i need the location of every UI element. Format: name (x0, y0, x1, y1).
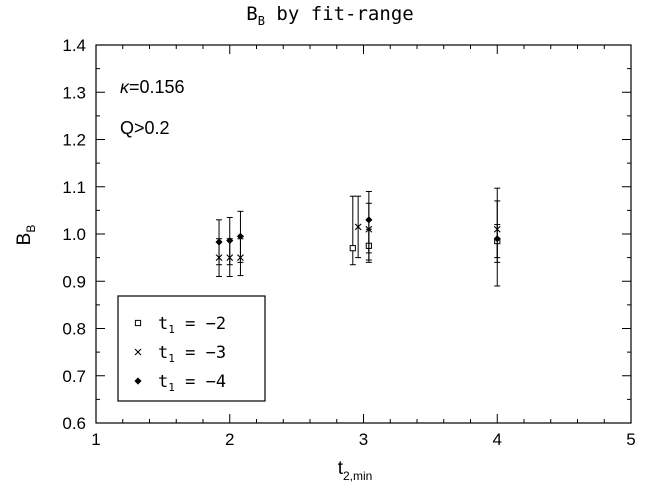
x-axis-label: t2,min (338, 458, 373, 483)
annotation-kappa-value: =0.156 (129, 77, 185, 97)
legend-marker-cross-stroke-b (134, 348, 142, 356)
axis-ticks (95, 44, 632, 424)
x-tick-label-1: 1 (91, 430, 100, 449)
legend-entry-1-rest: = −2 (175, 314, 226, 334)
legend-marker-cross (134, 348, 142, 356)
x-tick-label-3: 3 (359, 430, 368, 449)
legend-markers (134, 319, 142, 385)
data-layer (215, 187, 501, 287)
legend-entry-3: t1 = −4 (158, 372, 226, 394)
y-tick-label-1.3: 1.3 (62, 83, 86, 102)
annotation-kappa: κ=0.156 (120, 77, 185, 97)
legend: t1 = −2 t1 = −3 t1 = −4 (117, 295, 266, 402)
legend-entry-2-rest: = −3 (175, 343, 226, 363)
y-axis-label: BB (14, 225, 38, 246)
marker-cross-stroke-b (354, 223, 362, 231)
marker-diamond (236, 232, 245, 240)
legend-entry-1: t1 = −2 (158, 314, 226, 336)
chart-title-rest: by fit-range (265, 3, 414, 25)
series-1-point-1 (349, 195, 356, 266)
legend-entry-2-main: t (158, 343, 168, 363)
series-3-point-5 (493, 187, 501, 287)
series-3-point-1 (215, 219, 223, 266)
marker-diamond (365, 216, 373, 224)
y-tick-label-1: 1.0 (62, 225, 86, 244)
marker-diamond (226, 237, 234, 245)
y-tick-label-0.9: 0.9 (62, 272, 86, 291)
chart-title-sub: B (258, 14, 265, 28)
x-tick-label-2: 2 (225, 430, 234, 449)
marker-square (349, 245, 356, 252)
legend-marker-square (134, 319, 142, 327)
axis-tick-labels: 1 2 3 4 5 0.6 0.7 0.8 0.9 1.0 1.1 1.2 1.3 1.4 (62, 36, 635, 449)
x-tick-label-4: 4 (493, 430, 502, 449)
y-tick-label-0.7: 0.7 (62, 367, 86, 386)
marker-diamond (493, 235, 501, 243)
chart-title-main: B (246, 3, 257, 25)
series-3-point-3 (236, 210, 245, 263)
x-axis-label-sub: 2,min (343, 469, 372, 483)
chart-title: BB by fit-range (246, 3, 413, 28)
legend-entry-1-main: t (158, 314, 168, 334)
series-3-point-2 (226, 216, 234, 266)
series-3-point-4 (365, 190, 373, 254)
series-2-point-4 (354, 195, 362, 259)
y-axis-label-sub: B (24, 225, 38, 233)
y-tick-label-1.1: 1.1 (62, 178, 86, 197)
legend-entry-2-sub: 1 (168, 352, 175, 365)
annotation-q: Q>0.2 (120, 118, 170, 138)
legend-entry-1-sub: 1 (168, 323, 175, 336)
marker-diamond (215, 238, 223, 246)
legend-entry-3-sub: 1 (168, 381, 175, 394)
marker-cross (354, 223, 362, 231)
legend-entry-2: t1 = −3 (158, 343, 226, 365)
annotation-kappa-symbol: κ (120, 77, 130, 97)
x-tick-label-5: 5 (626, 430, 635, 449)
y-axis-label-main: B (14, 233, 35, 246)
legend-entry-3-rest: = −4 (175, 372, 226, 392)
x-axis-label-main: t (338, 458, 344, 479)
legend-entry-3-main: t (158, 372, 168, 392)
y-tick-label-1.4: 1.4 (62, 36, 86, 55)
annotation-q-text: Q>0.2 (120, 118, 170, 138)
y-tick-label-0.8: 0.8 (62, 320, 86, 339)
y-tick-label-1.2: 1.2 (62, 131, 86, 150)
legend-marker-diamond (134, 377, 142, 385)
legend-box (117, 295, 266, 402)
y-tick-label-0.6: 0.6 (62, 414, 86, 433)
